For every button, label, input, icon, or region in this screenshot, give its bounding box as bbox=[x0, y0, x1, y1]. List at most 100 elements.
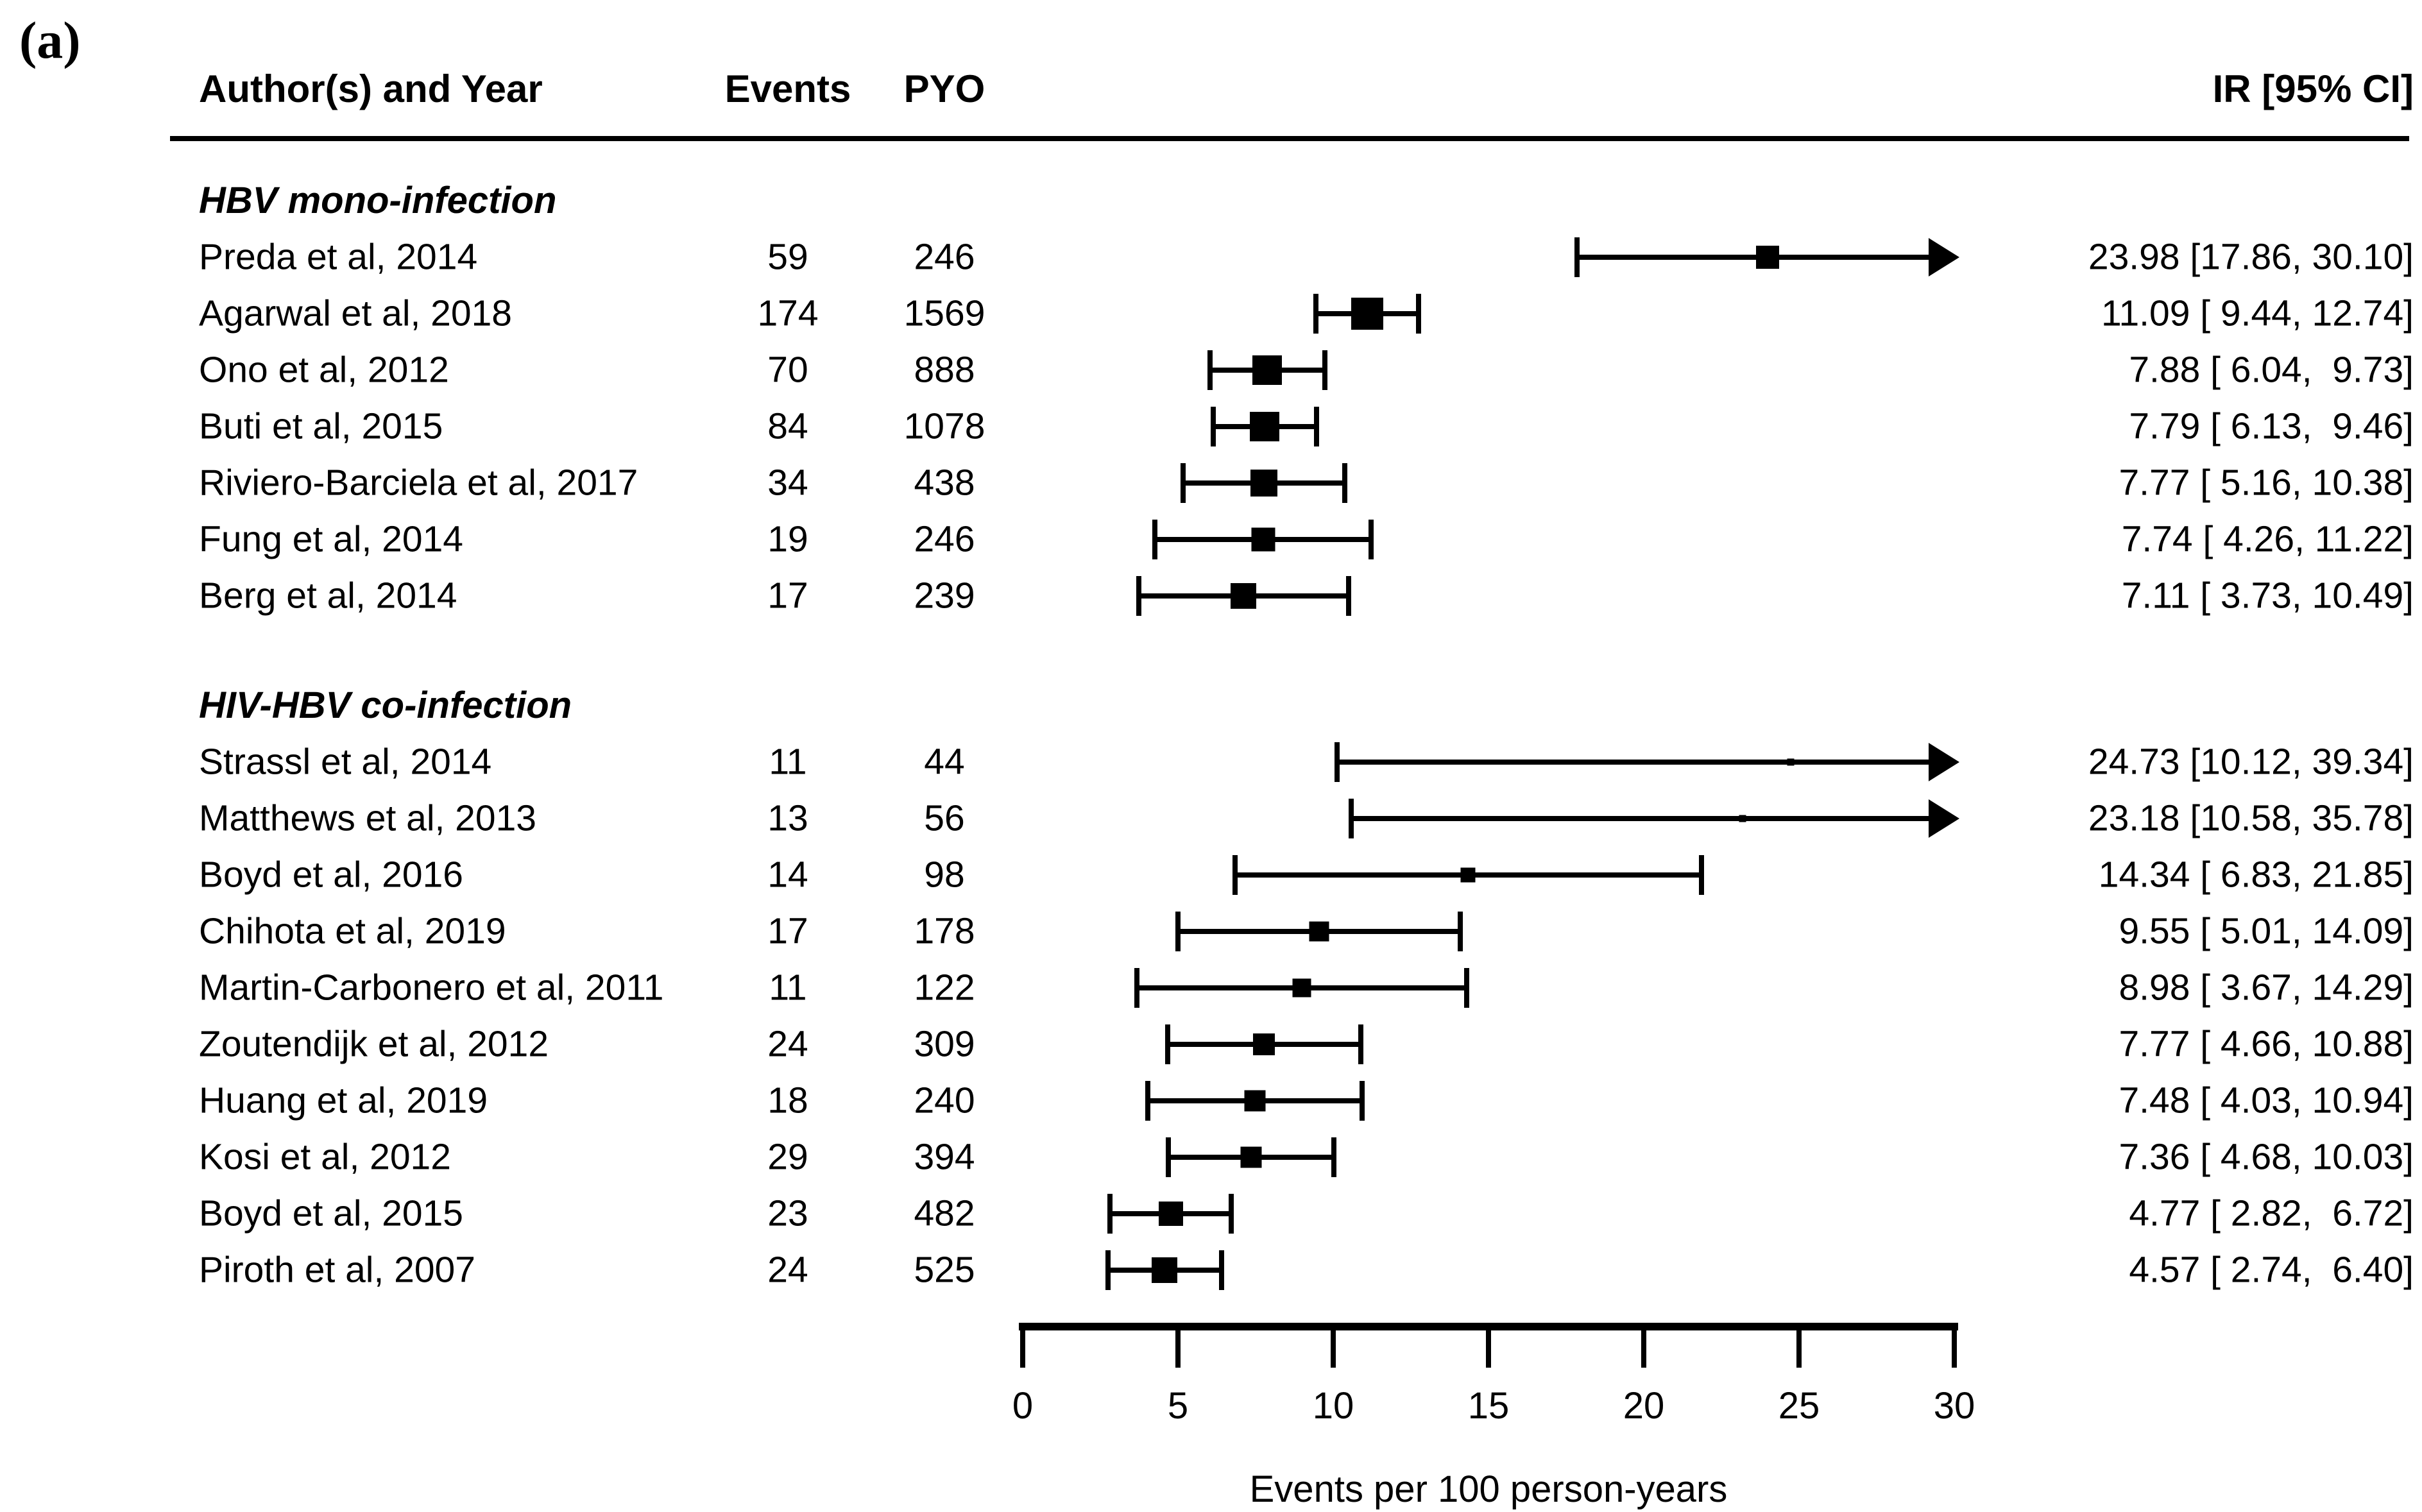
study-pyo: 394 bbox=[914, 1136, 975, 1178]
point-estimate-marker bbox=[1739, 815, 1746, 822]
study-label: Martin-Carbonero et al, 2011 bbox=[199, 967, 664, 1008]
ci-cap-left bbox=[1105, 1250, 1111, 1290]
point-estimate-marker bbox=[1253, 1033, 1275, 1055]
column-header-author: Author(s) and Year bbox=[199, 67, 543, 110]
x-axis-tick bbox=[1175, 1323, 1181, 1368]
ci-cap-left bbox=[1165, 1137, 1171, 1177]
point-estimate-marker bbox=[1351, 298, 1383, 330]
point-estimate-marker bbox=[1158, 1202, 1183, 1226]
study-label: Buti et al, 2015 bbox=[199, 405, 443, 447]
ci-cap-right bbox=[1463, 968, 1469, 1008]
study-pyo: 44 bbox=[924, 741, 965, 783]
study-ir: 9.55 [ 5.01, 14.09] bbox=[2119, 910, 2414, 952]
study-ir: 7.88 [ 6.04, 9.73] bbox=[2129, 349, 2414, 391]
ci-cap-right bbox=[1415, 294, 1421, 334]
x-axis-tick-label: 15 bbox=[1467, 1385, 1510, 1427]
study-label: Chihota et al, 2019 bbox=[199, 910, 506, 952]
ci-cap-left bbox=[1349, 799, 1354, 838]
study-label: Ono et al, 2012 bbox=[199, 349, 449, 391]
ci-line bbox=[1577, 255, 1932, 260]
study-pyo: 122 bbox=[914, 967, 975, 1008]
study-events: 34 bbox=[767, 462, 808, 504]
ci-cap-left bbox=[1574, 237, 1580, 277]
x-axis-tick bbox=[1796, 1323, 1802, 1368]
ci-cap-right bbox=[1342, 463, 1348, 503]
study-label: Piroth et al, 2007 bbox=[199, 1249, 475, 1291]
study-label: Preda et al, 2014 bbox=[199, 236, 478, 278]
point-estimate-marker bbox=[1240, 1146, 1262, 1168]
ci-cap-right bbox=[1331, 1137, 1337, 1177]
study-ir: 4.77 [ 2.82, 6.72] bbox=[2129, 1193, 2414, 1234]
point-estimate-marker bbox=[1292, 978, 1311, 998]
point-estimate-marker bbox=[1755, 246, 1779, 269]
study-events: 18 bbox=[767, 1080, 808, 1121]
point-estimate-marker bbox=[1250, 412, 1280, 441]
ci-line bbox=[1351, 816, 1932, 821]
study-label: Zoutendijk et al, 2012 bbox=[199, 1023, 549, 1065]
arrow-right-icon bbox=[1929, 799, 1959, 838]
ci-cap-left bbox=[1136, 576, 1141, 616]
study-events: 24 bbox=[767, 1023, 808, 1065]
x-axis-tick-label: 30 bbox=[1933, 1385, 1975, 1427]
study-label: Boyd et al, 2015 bbox=[199, 1193, 463, 1234]
study-ir: 23.18 [10.58, 35.78] bbox=[2088, 797, 2414, 839]
study-pyo: 309 bbox=[914, 1023, 975, 1065]
panel-label: (a) bbox=[19, 11, 81, 69]
study-events: 84 bbox=[767, 405, 808, 447]
point-estimate-marker bbox=[1309, 921, 1329, 942]
study-ir: 7.36 [ 4.68, 10.03] bbox=[2119, 1136, 2414, 1178]
study-events: 11 bbox=[769, 967, 807, 1008]
ci-cap-left bbox=[1334, 742, 1340, 782]
study-label: Agarwal et al, 2018 bbox=[199, 293, 512, 334]
study-label: Berg et al, 2014 bbox=[199, 575, 457, 616]
group-header: HBV mono-infection bbox=[199, 180, 557, 221]
arrow-right-icon bbox=[1929, 238, 1959, 276]
x-axis-tick-label: 0 bbox=[1012, 1385, 1034, 1427]
study-pyo: 1078 bbox=[903, 405, 985, 447]
study-pyo: 178 bbox=[914, 910, 975, 952]
ci-cap-left bbox=[1152, 520, 1158, 559]
column-header-pyo: PYO bbox=[903, 67, 985, 110]
study-events: 19 bbox=[767, 518, 808, 560]
ci-line bbox=[1336, 760, 1932, 765]
ci-cap-left bbox=[1134, 968, 1139, 1008]
ci-cap-left bbox=[1232, 855, 1238, 895]
x-axis-tick-label: 10 bbox=[1312, 1385, 1354, 1427]
study-events: 174 bbox=[757, 293, 819, 334]
study-events: 14 bbox=[767, 854, 808, 896]
x-axis-tick-label: 20 bbox=[1623, 1385, 1665, 1427]
study-ir: 11.09 [ 9.44, 12.74] bbox=[2101, 293, 2414, 334]
study-label: Strassl et al, 2014 bbox=[199, 741, 492, 783]
point-estimate-marker bbox=[1152, 1257, 1178, 1283]
point-estimate-marker bbox=[1250, 470, 1278, 497]
study-events: 70 bbox=[767, 349, 808, 391]
point-estimate-marker bbox=[1460, 867, 1476, 883]
ci-cap-right bbox=[1369, 520, 1374, 559]
ci-cap-right bbox=[1457, 912, 1463, 951]
study-ir: 7.48 [ 4.03, 10.94] bbox=[2119, 1080, 2414, 1121]
arrow-right-icon bbox=[1929, 743, 1959, 781]
study-pyo: 98 bbox=[924, 854, 965, 896]
ci-cap-right bbox=[1360, 1081, 1365, 1121]
study-label: Fung et al, 2014 bbox=[199, 518, 463, 560]
ci-cap-left bbox=[1180, 463, 1186, 503]
ci-cap-left bbox=[1175, 912, 1181, 951]
study-label: Huang et al, 2019 bbox=[199, 1080, 488, 1121]
ci-cap-right bbox=[1229, 1194, 1234, 1234]
study-ir: 7.79 [ 6.13, 9.46] bbox=[2129, 405, 2414, 447]
study-events: 11 bbox=[769, 741, 807, 783]
study-events: 29 bbox=[767, 1136, 808, 1178]
study-events: 24 bbox=[767, 1249, 808, 1291]
study-pyo: 888 bbox=[914, 349, 975, 391]
ci-cap-right bbox=[1698, 855, 1704, 895]
study-label: Riviero-Barciela et al, 2017 bbox=[199, 462, 638, 504]
x-axis-tick bbox=[1641, 1323, 1646, 1368]
ci-cap-right bbox=[1322, 350, 1327, 390]
ci-cap-left bbox=[1210, 407, 1216, 446]
study-ir: 7.77 [ 4.66, 10.88] bbox=[2119, 1023, 2414, 1065]
ci-cap-right bbox=[1218, 1250, 1224, 1290]
header-rule bbox=[170, 136, 2409, 141]
group-header: HIV-HBV co-infection bbox=[199, 684, 572, 726]
study-pyo: 239 bbox=[914, 575, 975, 616]
